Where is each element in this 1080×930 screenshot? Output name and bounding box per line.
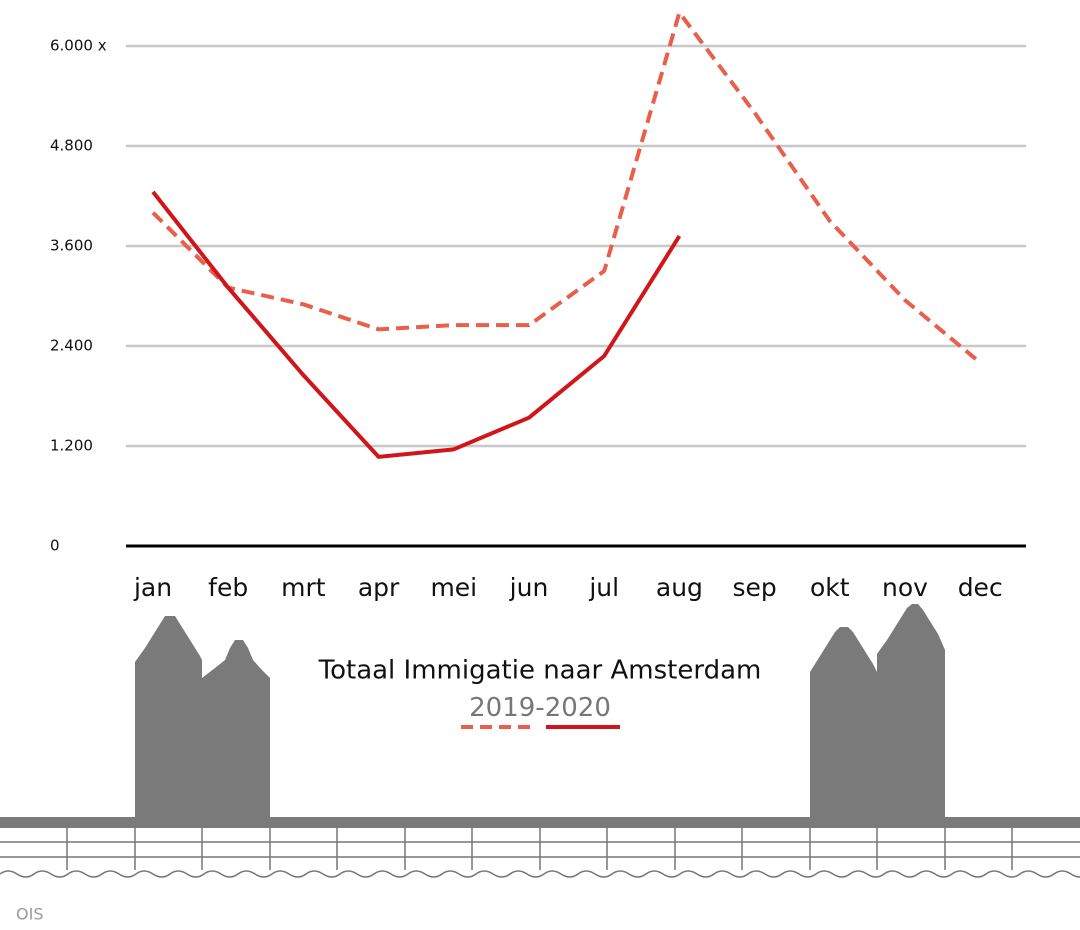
- legend: 2019-2020: [469, 693, 611, 723]
- y-tick-label: 1.200: [50, 437, 93, 455]
- x-tick-label: jun: [509, 573, 549, 602]
- y-tick-label: 6.000 x: [50, 37, 107, 55]
- series-line: [151, 10, 982, 365]
- x-tick-label: okt: [810, 573, 850, 602]
- chart-title: Totaal Immigatie naar Amsterdam: [318, 656, 762, 686]
- x-tick-label: jan: [133, 573, 172, 602]
- series-line: [151, 190, 682, 459]
- legend-label: 2019: [469, 693, 535, 723]
- x-tick-label: sep: [732, 573, 776, 602]
- x-tick-label: mei: [430, 573, 477, 602]
- bridge: [0, 817, 1080, 878]
- y-tick-label: 4.800: [50, 137, 93, 155]
- source: OIS: [16, 905, 43, 924]
- y-tick-label: 2.400: [50, 337, 93, 355]
- x-tick-label: feb: [208, 573, 248, 602]
- legend-label: 2020: [545, 693, 611, 723]
- y-tick-label: 3.600: [50, 237, 93, 255]
- legend-joiner: -: [535, 693, 544, 723]
- building-silhouettes: [135, 604, 945, 827]
- y-tick-label: 0: [50, 537, 60, 555]
- x-tick-label: jul: [588, 573, 619, 602]
- x-tick-label: nov: [882, 573, 928, 602]
- x-tick-label: dec: [958, 573, 1003, 602]
- x-tick-label: apr: [358, 573, 400, 602]
- x-tick-label: mrt: [281, 573, 326, 602]
- x-tick-label: aug: [656, 573, 703, 602]
